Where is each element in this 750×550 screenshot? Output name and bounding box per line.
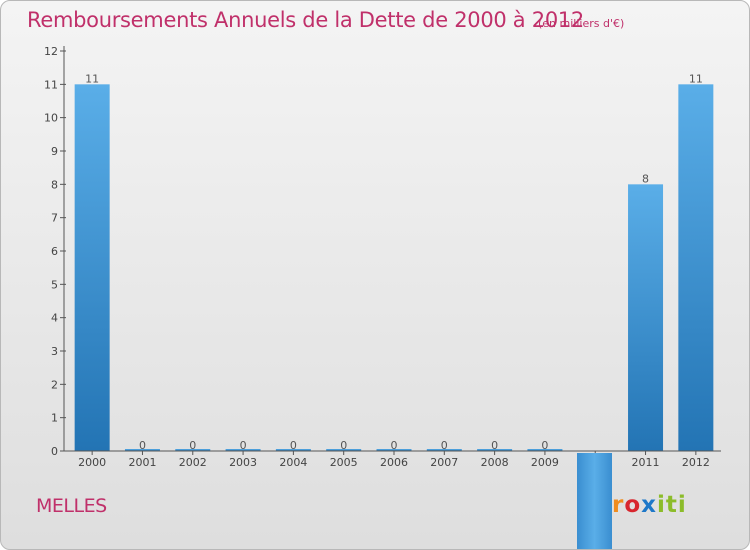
y-tick-label: 12 — [44, 45, 58, 58]
y-tick-label: 0 — [51, 445, 58, 458]
bar — [376, 449, 412, 451]
data-label: 0 — [491, 439, 498, 452]
x-tick-label: 2000 — [78, 456, 106, 469]
x-tick-label: 2007 — [430, 456, 458, 469]
x-tick-label: 2004 — [279, 456, 307, 469]
y-tick-label: 7 — [51, 212, 58, 225]
chart-subtitle: (en milliers d'€) — [538, 17, 625, 30]
bar — [527, 449, 563, 451]
x-tick-label: 2012 — [682, 456, 710, 469]
logo-letter-x: x — [641, 492, 657, 518]
x-tick-label: 2009 — [531, 456, 559, 469]
data-label: 11 — [85, 72, 99, 85]
x-tick-label: 2006 — [380, 456, 408, 469]
data-label: 0 — [441, 439, 448, 452]
bar — [175, 449, 211, 451]
x-tick-label: 2003 — [229, 456, 257, 469]
bar — [678, 84, 714, 451]
data-label: 8 — [642, 172, 649, 185]
data-label: 11 — [689, 72, 703, 85]
x-tick-label: 2001 — [128, 456, 156, 469]
data-label: 0 — [189, 439, 196, 452]
bar — [426, 449, 462, 451]
y-tick-label: 5 — [51, 278, 58, 291]
chart-title: Remboursements Annuels de la Dette de 20… — [27, 8, 584, 32]
bar — [225, 449, 261, 451]
logo-letter-r: r — [612, 492, 625, 518]
x-tick-label: 2008 — [481, 456, 509, 469]
y-tick-label: 6 — [51, 245, 58, 258]
y-tick-label: 9 — [51, 145, 58, 158]
data-label: 0 — [139, 439, 146, 452]
data-label: 0 — [240, 439, 247, 452]
data-label: 0 — [340, 439, 347, 452]
y-tick-label: 10 — [44, 112, 58, 125]
data-label: 0 — [391, 439, 398, 452]
site-logo[interactable]: roxiti — [612, 492, 687, 518]
commune-name: MELLES — [36, 495, 107, 517]
y-tick-label: 1 — [51, 412, 58, 425]
x-tick-label: 2002 — [179, 456, 207, 469]
data-label: 0 — [290, 439, 297, 452]
bar — [124, 449, 160, 451]
x-tick-label: 2005 — [330, 456, 358, 469]
logo-bar — [577, 453, 612, 549]
y-tick-label: 8 — [51, 178, 58, 191]
bar — [628, 184, 664, 452]
y-tick-label: 3 — [51, 345, 58, 358]
bar — [477, 449, 513, 451]
data-label: 0 — [541, 439, 548, 452]
x-tick-label: 2011 — [632, 456, 660, 469]
bar — [326, 449, 362, 451]
y-tick-label: 2 — [51, 378, 58, 391]
logo-letter-o: o — [624, 492, 642, 518]
bar — [74, 84, 110, 451]
bar — [275, 449, 311, 451]
logo-letters-iti: iti — [657, 492, 687, 518]
y-tick-label: 11 — [44, 78, 58, 91]
y-tick-label: 4 — [51, 312, 58, 325]
